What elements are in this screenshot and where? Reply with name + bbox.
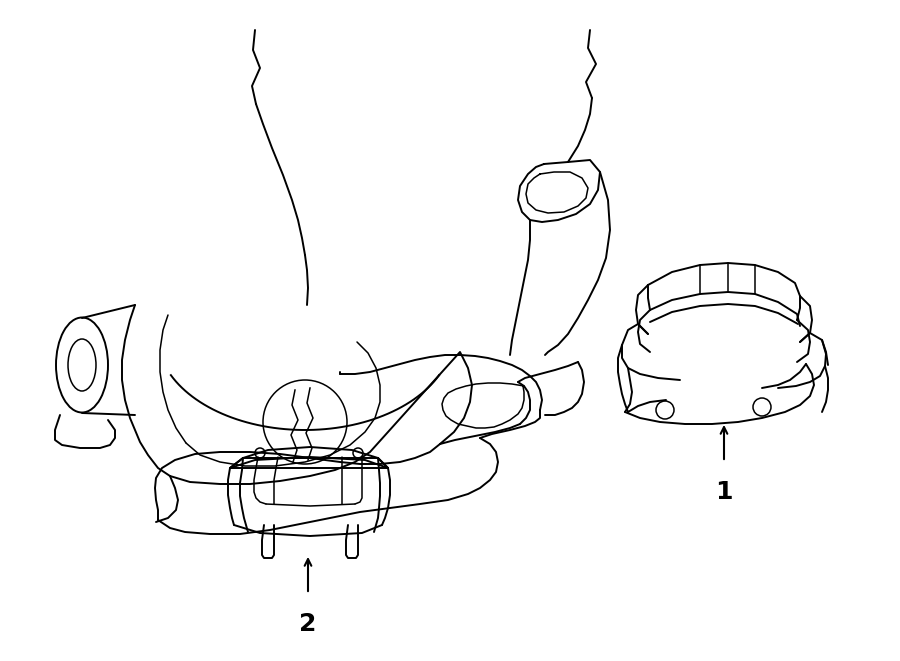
Text: 1: 1 <box>716 480 733 504</box>
Text: 2: 2 <box>300 612 317 636</box>
